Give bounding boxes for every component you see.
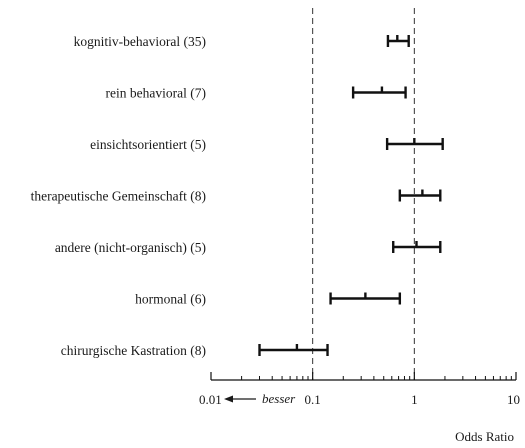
forest-row: andere (nicht-organisch) (5) (55, 240, 442, 255)
x-tick-label: 0.1 (305, 392, 321, 407)
row-label: kognitiv-behavioral (35) (74, 34, 206, 49)
x-axis-title: Odds Ratio (455, 429, 514, 444)
forest-row: kognitiv-behavioral (35) (74, 34, 410, 49)
row-label: einsichtsorientiert (5) (90, 137, 206, 152)
x-tick-label: 1 (411, 392, 418, 407)
direction-arrow-icon (224, 395, 233, 403)
direction-label: besser (262, 391, 296, 406)
estimate-rows: kognitiv-behavioral (35) rein behavioral … (31, 34, 444, 358)
forest-row: therapeutische Gemeinschaft (8) (31, 189, 442, 204)
x-tick-label: 0.01 (199, 392, 222, 407)
forest-row: einsichtsorientiert (5) (90, 137, 444, 152)
row-label: rein behavioral (7) (106, 86, 206, 101)
x-axis: 0.01 0.1 1 10 (199, 372, 520, 407)
forest-row: hormonal (6) (135, 292, 402, 307)
x-tick-label: 10 (507, 392, 520, 407)
reference-lines (312, 8, 415, 380)
row-label: hormonal (6) (135, 292, 206, 307)
direction-indicator: besser (224, 391, 296, 406)
row-label: therapeutische Gemeinschaft (8) (31, 189, 206, 204)
forest-row: rein behavioral (7) (106, 86, 407, 101)
forest-row: chirurgische Kastration (8) (61, 343, 329, 358)
row-label: andere (nicht-organisch) (5) (55, 240, 206, 255)
row-label: chirurgische Kastration (8) (61, 343, 206, 358)
